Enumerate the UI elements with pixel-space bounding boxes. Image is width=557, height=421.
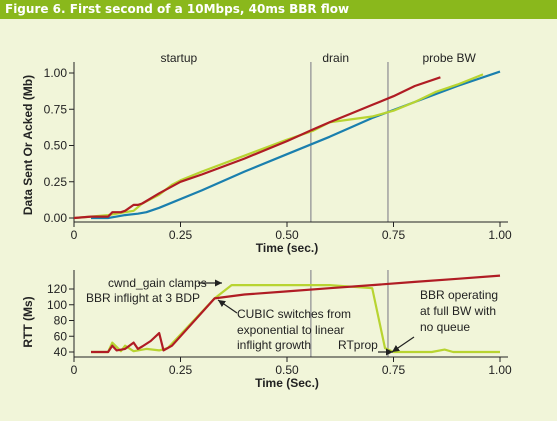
top-y-tick-label-0: 0.00	[44, 211, 68, 225]
figure-title: Figure 6. First second of a 10Mbps, 40ms…	[5, 2, 350, 16]
bottom-annotation-3: exponential to linear	[237, 323, 344, 337]
bottom-series-red	[91, 274, 501, 354]
top-phase-label-2: probe BW	[422, 51, 476, 65]
bottom-y-tick-label-2: 80	[54, 314, 68, 328]
bottom-y-axis-label: RTT (Ms)	[21, 296, 35, 347]
bottom-y-tick-label-3: 100	[47, 298, 67, 312]
top-x-axis-label: Time (sec.)	[256, 241, 318, 255]
top-series-yellow	[73, 73, 484, 220]
top-y-tick-label-3: 0.75	[44, 102, 68, 116]
bottom-annotation-8: no queue	[420, 320, 470, 334]
bottom-x-tick-label-4: 1.00	[488, 363, 512, 377]
bottom-annotation-6: BBR operating	[420, 288, 498, 302]
bottom-x-tick-label-0: 0	[71, 363, 78, 377]
top-x-tick-label-3: 0.75	[382, 228, 406, 242]
top-x-tick-label-1: 0.25	[169, 228, 193, 242]
top-x-tick-label-0: 0	[71, 228, 78, 242]
bottom-annotation-4: inflight growth	[237, 338, 311, 352]
figure-title-bar: Figure 6. First second of a 10Mbps, 40ms…	[0, 0, 557, 19]
bottom-annotation-1: BBR inflight at 3 BDP	[86, 291, 200, 305]
bottom-x-axis-label: Time (Sec.)	[255, 376, 319, 390]
bottom-y-tick-label-1: 60	[54, 329, 68, 343]
bottom-x-tick-label-2: 0.50	[275, 363, 299, 377]
bottom-annotation-7: at full BW with	[420, 304, 496, 318]
bottom-y-tick-label-0: 40	[54, 345, 68, 359]
top-y-tick-label-1: 0.25	[44, 175, 68, 189]
top-series-blue	[91, 70, 501, 220]
bottom-annotation-0: cwnd_gain clamps	[108, 276, 207, 290]
bottom-x-tick-label-3: 0.75	[382, 363, 406, 377]
bottom-annotation-5: RTprop	[338, 338, 378, 352]
bottom-y-tick-label-4: 120	[47, 282, 67, 296]
top-phase-label-0: startup	[161, 51, 198, 65]
bottom-annotation-2: CUBIC switches from	[237, 307, 351, 321]
top-phase-label-1: drain	[322, 51, 349, 65]
bottom-x-tick-label-1: 0.25	[169, 363, 193, 377]
top-series-red	[73, 76, 441, 220]
top-y-axis-label: Data Sent Or Acked (Mb)	[21, 75, 35, 215]
top-y-tick-label-4: 1.00	[44, 66, 68, 80]
top-x-tick-label-2: 0.50	[275, 228, 299, 242]
top-y-tick-label-2: 0.50	[44, 139, 68, 153]
arrow-bbr-full-bw	[391, 336, 415, 353]
top-x-tick-label-4: 1.00	[488, 228, 512, 242]
arrow-cubic	[217, 299, 238, 314]
